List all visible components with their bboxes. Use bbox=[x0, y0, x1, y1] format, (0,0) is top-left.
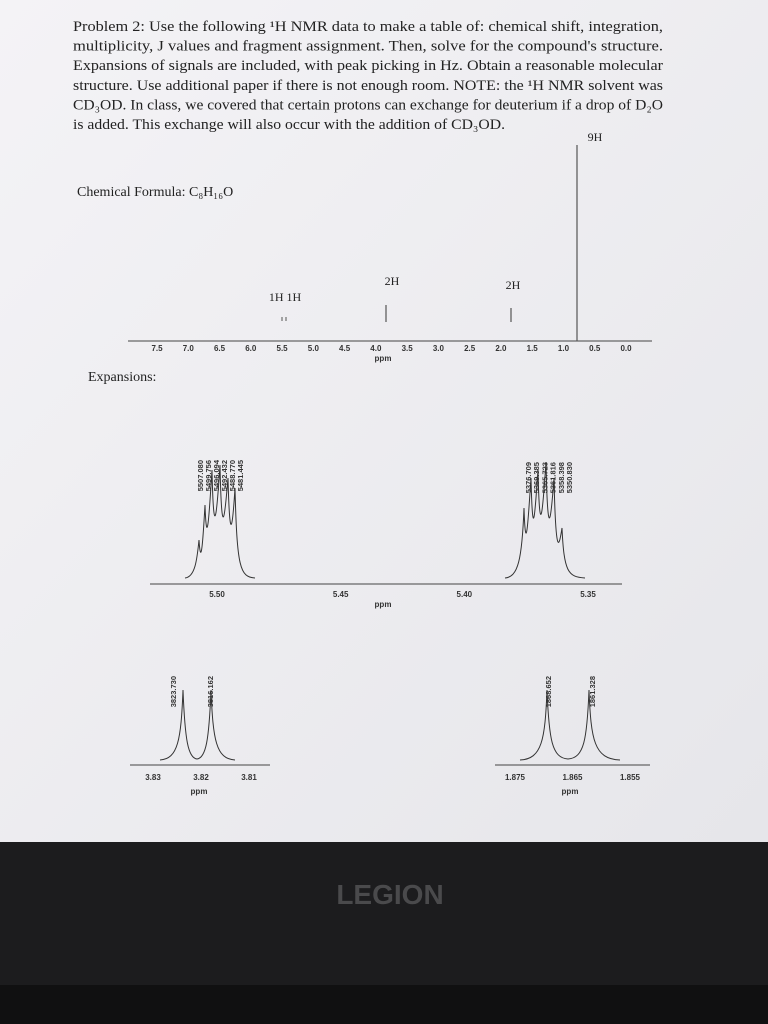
tick-label: 4.0 bbox=[370, 344, 382, 353]
tick-label: 5.45 bbox=[333, 590, 349, 599]
tick-label: 1.855 bbox=[620, 773, 641, 782]
tick-label: 1.5 bbox=[527, 344, 539, 353]
paper bbox=[0, 0, 768, 842]
peak-labels: 1868.652 1861.328 bbox=[544, 676, 597, 707]
peak-label: 5492.432 bbox=[220, 460, 229, 491]
formula: Chemical Formula: C₈H₁₆O bbox=[77, 185, 233, 200]
axis-ticks: 5.50 5.45 5.40 5.35 bbox=[209, 590, 596, 599]
peak-label: 5369.385 bbox=[532, 462, 541, 493]
tick-label: 3.82 bbox=[193, 773, 209, 782]
tick-label: 0.0 bbox=[620, 344, 632, 353]
peak-labels: 3823.730 3816.162 bbox=[169, 676, 215, 707]
integration: 1H 1H bbox=[269, 290, 302, 304]
axis-label: ppm bbox=[375, 354, 392, 363]
peak-label: 3816.162 bbox=[206, 676, 215, 707]
tick-label: 3.5 bbox=[402, 344, 414, 353]
tick-label: 7.0 bbox=[183, 344, 195, 353]
integration: 2H bbox=[385, 274, 400, 288]
tick-label: 5.35 bbox=[580, 590, 596, 599]
tick-label: 3.0 bbox=[433, 344, 445, 353]
peak-label: 1861.328 bbox=[588, 676, 597, 707]
peak-label: 5350.830 bbox=[565, 462, 574, 493]
axis-ticks: 1.875 1.865 1.855 bbox=[505, 773, 641, 782]
tick-label: 1.875 bbox=[505, 773, 526, 782]
peak-label: 5365.723 bbox=[540, 462, 549, 493]
axis-label: ppm bbox=[191, 787, 208, 796]
tick-label: 3.81 bbox=[241, 773, 257, 782]
tick-label: 7.5 bbox=[151, 344, 163, 353]
peak-label: 5358.398 bbox=[557, 462, 566, 493]
peak-label: 5499.756 bbox=[204, 460, 213, 491]
peak-labels: 5376.709 5369.385 5365.723 5361.816 5358.398… bbox=[524, 462, 574, 493]
peak-labels: 5507.080 5499.756 5496.094 5492.432 5488.770… bbox=[196, 459, 245, 491]
doublet bbox=[159, 689, 236, 761]
tick-label: 2.0 bbox=[495, 344, 507, 353]
problem-text: Problem 2: Use the following ¹H NMR data… bbox=[73, 19, 663, 133]
axis-label: ppm bbox=[562, 787, 579, 796]
tick-label: 3.83 bbox=[145, 773, 161, 782]
text-line: is added. This exchange will also occur … bbox=[73, 117, 505, 133]
integration: 2H bbox=[506, 278, 521, 292]
bezel-edge bbox=[0, 985, 768, 1024]
peak-label: 3823.730 bbox=[169, 676, 178, 707]
text-line: structure. Use additional paper if there… bbox=[73, 78, 663, 94]
peak-label: 5496.094 bbox=[212, 459, 221, 491]
tick-label: 5.50 bbox=[209, 590, 225, 599]
text-line: CD₃OD. In class, we covered that certain… bbox=[73, 97, 663, 113]
tick-label: 2.5 bbox=[464, 344, 476, 353]
multiplet bbox=[504, 461, 586, 579]
tick-label: 5.5 bbox=[277, 344, 289, 353]
axis-ticks: 3.83 3.82 3.81 bbox=[145, 773, 257, 782]
peak-label: 5361.816 bbox=[549, 462, 558, 493]
expansions-label: Expansions: bbox=[88, 370, 156, 385]
peak bbox=[281, 317, 287, 321]
tick-label: 5.40 bbox=[457, 590, 473, 599]
peak-label: 5488.770 bbox=[228, 460, 237, 491]
doublet bbox=[519, 689, 621, 761]
axis-ticks: 7.5 7.0 6.5 6.0 5.5 5.0 4.5 4.0 3.5 3.0 2.5 2.0 1.5 1… bbox=[151, 344, 632, 353]
tick-label: 4.5 bbox=[339, 344, 351, 353]
text-line: Expansions of signals are included, with… bbox=[73, 58, 663, 74]
tick-label: 0.5 bbox=[589, 344, 601, 353]
multiplet bbox=[184, 464, 256, 579]
brand: LEGION bbox=[336, 879, 443, 910]
peak-label: 1868.652 bbox=[544, 676, 553, 707]
tick-label: 6.0 bbox=[245, 344, 257, 353]
integration: 9H bbox=[588, 130, 603, 144]
text-line: multiplicity, J values and fragment assi… bbox=[73, 39, 663, 55]
axis-label: ppm bbox=[375, 600, 392, 609]
peak-label: 5481.445 bbox=[236, 460, 245, 491]
tick-label: 6.5 bbox=[214, 344, 226, 353]
tick-label: 1.0 bbox=[558, 344, 570, 353]
peak-label: 5507.080 bbox=[196, 460, 205, 491]
tick-label: 5.0 bbox=[308, 344, 320, 353]
text-line: Problem 2: Use the following ¹H NMR data… bbox=[73, 19, 663, 35]
peak-label: 5376.709 bbox=[524, 462, 533, 493]
peak bbox=[385, 305, 512, 322]
tick-label: 1.865 bbox=[562, 773, 583, 782]
